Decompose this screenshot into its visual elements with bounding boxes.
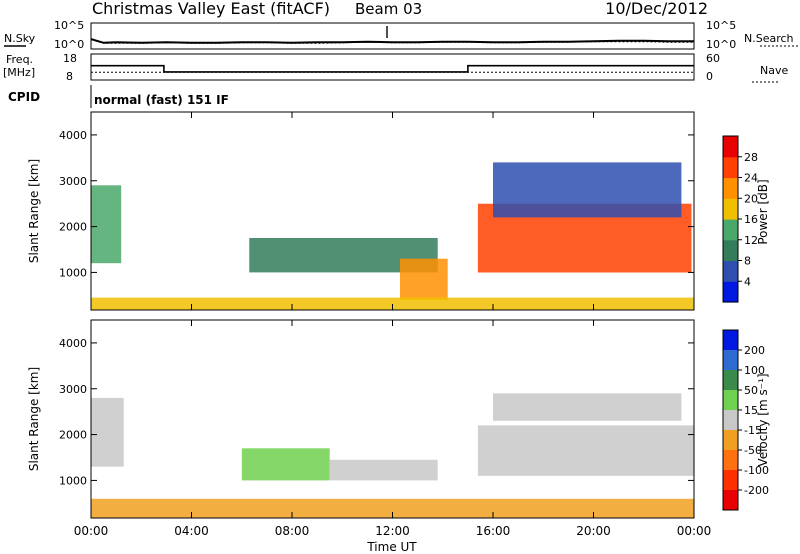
velocity-colorbar-swatch-4 — [723, 410, 738, 431]
velocity-colorbar-swatch-5 — [723, 430, 738, 451]
velocity-ylabel: Slant Range [km] — [27, 367, 41, 471]
velocity-colorbar-swatch-6 — [723, 450, 738, 471]
velocity-colorbar-swatch-0 — [723, 330, 738, 351]
velocity-region-4 — [493, 393, 682, 421]
x-tick-label-2: 08:00 — [275, 524, 310, 538]
beam-label: Beam 03 — [355, 0, 422, 18]
freq-left-label-2: [MHz] — [3, 66, 35, 79]
power-colorbar-tick-label-4: 20 — [744, 192, 758, 205]
power-colorbar-tick-label-2: 12 — [744, 234, 758, 247]
power-region-0 — [91, 185, 122, 264]
x-tick-label-6: 00:00 — [677, 524, 712, 538]
x-tick-label-0: 00:00 — [74, 524, 109, 538]
power-region-2 — [400, 258, 448, 300]
power-colorbar-label: Power [dB] — [756, 179, 770, 244]
freq-panel: Freq. [MHz] 18 8 Nave 60 0 — [3, 52, 788, 83]
power-ylabel: Slant Range [km] — [27, 159, 41, 263]
velocity-colorbar-frame — [722, 329, 739, 511]
cpid-mode: normal (fast) 151 IF — [94, 93, 229, 107]
velocity-y-axis: 1000 2000 3000 4000 — [59, 337, 694, 487]
velocity-colorbar-swatch-7 — [723, 470, 738, 491]
power-region-4 — [493, 162, 682, 218]
noise-right-tick-bottom: 10^0 — [706, 38, 736, 51]
velocity-heatmap — [91, 393, 694, 519]
power-colorbar-swatch-7 — [723, 136, 738, 158]
chart-title: Christmas Valley East (fitACF) — [92, 0, 330, 18]
power-heatmap — [91, 162, 694, 310]
power-colorbar: 4 8 12 16 20 24 28 — [722, 135, 758, 303]
velocity-colorbar-tick-label-0: 200 — [744, 344, 765, 357]
velocity-colorbar-tick-label-6: -100 — [744, 464, 769, 477]
noise-search-line — [90, 39, 694, 44]
noise-left-tick-bottom: 10^0 — [54, 38, 84, 51]
velocity-colorbar-tick-label-3: 15 — [744, 404, 758, 417]
x-tick-label-4: 16:00 — [476, 524, 511, 538]
velocity-ytick-label-0: 1000 — [59, 474, 87, 487]
velocity-colorbar-swatch-8 — [723, 490, 738, 511]
freq-left-tick-bottom: 8 — [66, 70, 73, 83]
freq-right-tick-bottom: 0 — [706, 70, 713, 83]
noise-left-tick-top: 10^5 — [54, 19, 84, 32]
velocity-ytick-label-3: 4000 — [59, 337, 87, 350]
noise-right-label: N.Search — [744, 32, 794, 45]
power-y-axis: 1000 2000 3000 4000 — [59, 129, 694, 279]
velocity-colorbar-tick-label-5: -50 — [744, 444, 762, 457]
power-ytick-label-0: 1000 — [59, 266, 87, 279]
power-colorbar-swatch-0 — [723, 281, 738, 303]
power-colorbar-tick-label-3: 16 — [744, 213, 758, 226]
noise-sky-line — [90, 38, 694, 44]
velocity-colorbar-tick-label-1: 100 — [744, 364, 765, 377]
power-colorbar-swatch-2 — [723, 239, 738, 262]
velocity-region-0 — [91, 397, 124, 467]
power-colorbar-swatch-1 — [723, 260, 738, 282]
power-ytick-label-1: 2000 — [59, 221, 87, 234]
power-region-5 — [91, 297, 694, 310]
freq-line — [91, 64, 694, 73]
velocity-region-3 — [477, 425, 694, 476]
x-tick-label-3: 12:00 — [375, 524, 410, 538]
velocity-region-2 — [329, 459, 438, 481]
cpid-label: CPID — [8, 90, 40, 104]
freq-left-label-1: Freq. — [6, 53, 33, 66]
freq-left-tick-top: 18 — [63, 52, 77, 65]
velocity-colorbar-swatch-1 — [723, 350, 738, 371]
freq-right-tick-top: 60 — [706, 52, 720, 65]
noise-left-label: N.Sky — [4, 32, 36, 45]
velocity-ytick-label-2: 3000 — [59, 383, 87, 396]
velocity-colorbar: 200 100 50 15 -15 -50 -100 -200 — [722, 329, 769, 511]
power-colorbar-tick-label-6: 28 — [744, 151, 758, 164]
velocity-colorbar-tick-label-4: -15 — [744, 424, 762, 437]
power-colorbar-tick-label-0: 4 — [744, 275, 751, 288]
velocity-region-5 — [91, 498, 694, 519]
x-axis-label: Time UT — [366, 540, 417, 554]
x-axis: 00:00 04:00 08:00 12:00 16:00 20:00 00:00 — [74, 112, 712, 538]
power-ytick-label-2: 3000 — [59, 175, 87, 188]
noise-panel-frame — [90, 22, 695, 50]
power-colorbar-swatch-4 — [723, 198, 738, 220]
power-colorbar-tick-label-1: 8 — [744, 255, 751, 268]
power-panel: 1000 2000 3000 4000 Slant Range [km] — [27, 111, 695, 311]
freq-right-label: Nave — [760, 64, 788, 77]
velocity-colorbar-tick-label-2: 50 — [744, 384, 758, 397]
velocity-region-1 — [241, 448, 330, 481]
x-tick-label-5: 20:00 — [576, 524, 611, 538]
power-ytick-label-3: 4000 — [59, 129, 87, 142]
velocity-ytick-label-1: 2000 — [59, 429, 87, 442]
power-colorbar-swatch-6 — [723, 156, 738, 179]
velocity-colorbar-label: Velocity [m s⁻¹] — [756, 373, 770, 466]
velocity-panel: 1000 2000 3000 4000 Slant Range [km] — [27, 319, 695, 519]
noise-panel: N.Sky 10^5 10^0 N.Search 10^5 10^0 — [4, 19, 798, 51]
date-label: 10/Dec/2012 — [605, 0, 708, 18]
power-colorbar-swatch-5 — [723, 177, 738, 199]
velocity-colorbar-swatch-3 — [723, 390, 738, 411]
power-colorbar-tick-label-5: 24 — [744, 172, 758, 185]
x-tick-label-1: 04:00 — [174, 524, 209, 538]
velocity-colorbar-tick-label-7: -200 — [744, 484, 769, 497]
noise-right-tick-top: 10^5 — [706, 19, 736, 32]
velocity-colorbar-swatch-2 — [723, 370, 738, 391]
freq-panel-frame — [90, 53, 695, 81]
power-colorbar-swatch-3 — [723, 219, 738, 241]
